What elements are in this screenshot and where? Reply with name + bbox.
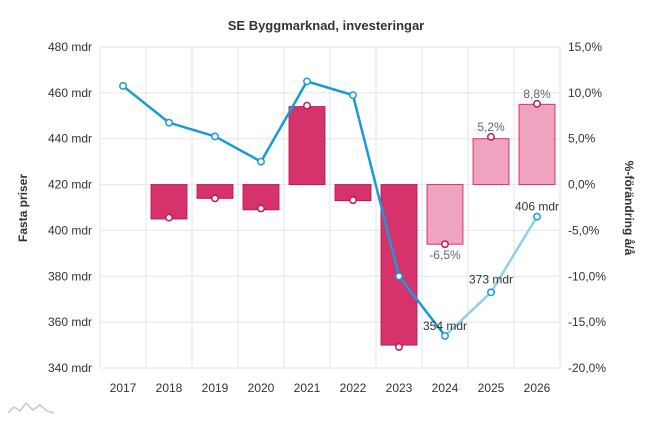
x-tick-label: 2019 bbox=[202, 381, 229, 395]
y-right-tick-label: 15,0% bbox=[568, 40, 602, 54]
line-point bbox=[165, 118, 173, 127]
y-right-tick-label: -20,0% bbox=[568, 361, 606, 375]
line-point bbox=[257, 157, 265, 166]
line-point bbox=[349, 91, 357, 100]
y-right-tick-label: -5,0% bbox=[568, 223, 600, 237]
x-tick-label: 2023 bbox=[386, 381, 413, 395]
bar-layer bbox=[150, 103, 556, 346]
bar-marker bbox=[441, 240, 449, 249]
line-data-label: 354 mdr bbox=[423, 319, 467, 333]
line-point bbox=[119, 82, 127, 90]
bar-marker bbox=[211, 194, 219, 203]
line-data-label: 406 mdr bbox=[515, 200, 559, 214]
y-right-tick-label: -15,0% bbox=[568, 315, 606, 329]
bar-data-label: 5,2% bbox=[477, 120, 505, 134]
bar-data-label: -6,5% bbox=[429, 248, 461, 262]
x-tick-label: 2017 bbox=[110, 381, 137, 395]
y-axis-right-title: %-förändring å/å bbox=[622, 161, 636, 256]
y-left-tick-label: 400 mdr bbox=[48, 223, 92, 237]
bar-marker bbox=[487, 132, 495, 141]
bar-data-label: 8,8% bbox=[523, 87, 551, 101]
y-left-tick-label: 440 mdr bbox=[48, 132, 92, 146]
x-tick-label: 2020 bbox=[248, 381, 275, 395]
x-tick-label: 2025 bbox=[478, 381, 505, 395]
y-left-tick-label: 340 mdr bbox=[48, 361, 92, 375]
y-right-tick-label: 0,0% bbox=[568, 178, 596, 192]
line-point bbox=[303, 77, 311, 86]
line-point bbox=[441, 331, 449, 340]
y-right-tick-label: 10,0% bbox=[568, 86, 602, 100]
bar-marker bbox=[303, 101, 311, 110]
label-layer: -6,5% 5,2% 8,8% 354 mdr 373 mdr 406 mdr bbox=[165, 87, 559, 351]
bar bbox=[288, 106, 326, 186]
line-layer bbox=[119, 77, 541, 340]
bar bbox=[518, 103, 556, 186]
line-data-label: 373 mdr bbox=[469, 272, 513, 286]
line-point bbox=[395, 272, 403, 281]
bar bbox=[380, 184, 418, 346]
x-tick-label: 2024 bbox=[432, 381, 459, 395]
line-point bbox=[533, 212, 541, 221]
y-right-tick-label: 5,0% bbox=[568, 132, 596, 146]
x-tick-label: 2022 bbox=[340, 381, 367, 395]
grid-layer bbox=[99, 46, 561, 369]
y-left-tick-label: 460 mdr bbox=[48, 86, 92, 100]
bar-marker bbox=[165, 213, 173, 222]
y-left-tick-label: 420 mdr bbox=[48, 178, 92, 192]
bar bbox=[472, 138, 510, 186]
line-series-actual bbox=[122, 79, 446, 337]
x-tick-label: 2026 bbox=[524, 381, 551, 395]
bar-marker bbox=[349, 196, 357, 205]
y-left-tick-label: 380 mdr bbox=[48, 269, 92, 283]
bar-marker bbox=[533, 99, 541, 108]
bar-marker bbox=[257, 204, 265, 213]
x-tick-label: 2021 bbox=[294, 381, 321, 395]
line-point bbox=[487, 288, 495, 297]
x-tick-label: 2018 bbox=[156, 381, 183, 395]
bar bbox=[426, 184, 464, 245]
brand-logo-icon bbox=[7, 401, 55, 414]
chart-title: SE Byggmarknad, investeringar bbox=[228, 18, 425, 33]
axis-layer: 340 mdr 360 mdr 380 mdr 400 mdr 420 mdr 440 m… bbox=[48, 40, 606, 395]
y-right-tick-label: -10,0% bbox=[568, 269, 606, 283]
y-axis-left-title: Fasta priser bbox=[16, 174, 30, 242]
y-left-tick-label: 480 mdr bbox=[48, 40, 92, 54]
bar-marker bbox=[395, 342, 403, 351]
line-point bbox=[211, 132, 219, 141]
y-left-tick-label: 360 mdr bbox=[48, 315, 92, 329]
